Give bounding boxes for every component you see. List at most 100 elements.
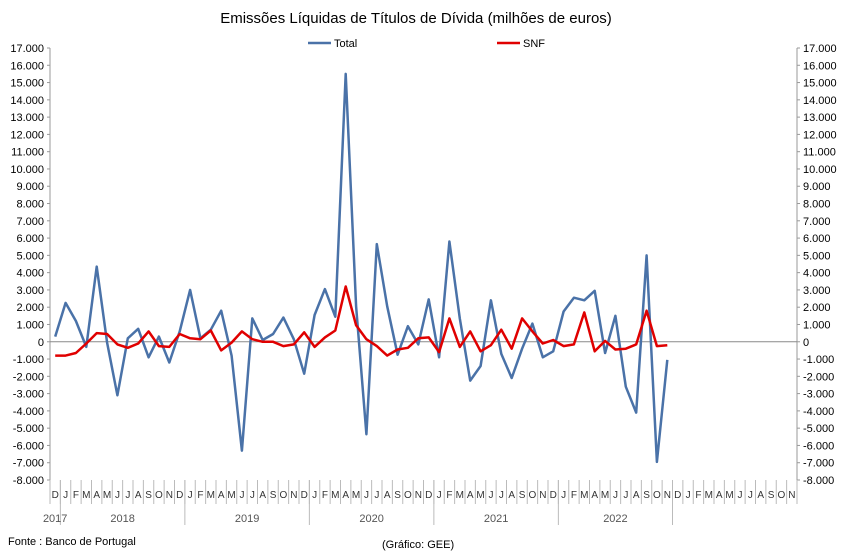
year-label: 2019 [235, 513, 259, 525]
axes: 17.000 17.000 16.000 16.000 15.000 15.000 14.0… [10, 43, 837, 525]
year-label: 2021 [484, 513, 508, 525]
month-label: S [394, 490, 401, 501]
month-label: J [125, 490, 130, 501]
y-tick-label-left: 1.000 [16, 319, 44, 331]
month-label: S [768, 490, 775, 501]
month-label: A [633, 490, 640, 501]
footer-source: Fonte : Banco de Portugal [8, 536, 136, 548]
month-label: J [239, 490, 244, 501]
y-tick-label-left: 7.000 [16, 216, 44, 228]
y-tick-label-right: -6.000 [803, 440, 834, 452]
month-label: M [725, 490, 733, 501]
month-label: A [93, 490, 100, 501]
y-tick-label-left: -6.000 [13, 440, 44, 452]
series-line-total [54, 72, 669, 464]
y-tick-label-left: 4.000 [16, 268, 44, 280]
y-tick-label-right: -4.000 [803, 406, 834, 418]
y-tick-label-right: 7.000 [803, 216, 831, 228]
month-label: F [73, 490, 79, 501]
y-tick-label-right: 13.000 [803, 112, 837, 124]
month-label: J [686, 490, 691, 501]
month-label: A [384, 490, 391, 501]
month-label: O [280, 490, 288, 501]
legend-label-snf: SNF [523, 38, 545, 50]
month-label: A [591, 490, 598, 501]
y-tick-label-right: 14.000 [803, 95, 837, 107]
legend: Total SNF [308, 38, 545, 50]
month-label: M [331, 490, 339, 501]
month-label: S [145, 490, 152, 501]
month-label: J [613, 490, 618, 501]
month-label: M [103, 490, 111, 501]
month-label: S [643, 490, 650, 501]
month-label: J [488, 490, 493, 501]
y-tick-label-left: -2.000 [13, 371, 44, 383]
y-tick-label-right: 16.000 [803, 60, 837, 72]
month-label: M [705, 490, 713, 501]
month-label: D [550, 490, 557, 501]
month-label: A [467, 490, 474, 501]
month-label: A [135, 490, 142, 501]
month-label: S [270, 490, 277, 501]
y-tick-label-right: 17.000 [803, 43, 837, 55]
month-label: J [437, 490, 442, 501]
y-tick-label-left: -4.000 [13, 406, 44, 418]
month-label: A [716, 490, 723, 501]
y-tick-label-right: 0 [803, 337, 809, 349]
year-label: 2017 [43, 513, 67, 525]
month-label: A [508, 490, 515, 501]
y-tick-label-right: 4.000 [803, 268, 831, 280]
month-label: A [218, 490, 225, 501]
y-tick-label-left: 2.000 [16, 302, 44, 314]
footer-credit: (Gráfico: GEE) [382, 539, 455, 551]
month-label: J [737, 490, 742, 501]
month-label: O [653, 490, 661, 501]
series-line-snf [55, 285, 668, 357]
month-label: A [757, 490, 764, 501]
y-tick-label-left: 15.000 [10, 78, 44, 90]
y-tick-label-right: -8.000 [803, 475, 834, 487]
y-tick-label-right: 10.000 [803, 164, 837, 176]
year-label: 2022 [603, 513, 627, 525]
month-label: J [623, 490, 628, 501]
y-tick-label-left: 12.000 [10, 129, 44, 141]
month-label: M [227, 490, 235, 501]
month-label: F [322, 490, 328, 501]
legend-label-total: Total [334, 38, 357, 50]
y-tick-label-left: 10.000 [10, 164, 44, 176]
y-tick-label-left: -7.000 [13, 458, 44, 470]
month-label: J [250, 490, 255, 501]
y-tick-label-right: 12.000 [803, 129, 837, 141]
y-tick-label-left: 5.000 [16, 250, 44, 262]
y-tick-label-left: 6.000 [16, 233, 44, 245]
month-label: D [674, 490, 681, 501]
month-label: D [425, 490, 432, 501]
month-label: M [601, 490, 609, 501]
month-label: F [695, 490, 701, 501]
month-label: A [342, 490, 349, 501]
y-tick-label-left: -8.000 [13, 475, 44, 487]
y-tick-label-right: 2.000 [803, 302, 831, 314]
month-label: F [197, 490, 203, 501]
y-tick-label-right: 3.000 [803, 285, 831, 297]
month-label: M [456, 490, 464, 501]
month-label: O [155, 490, 163, 501]
month-label: J [63, 490, 68, 501]
month-label: J [115, 490, 120, 501]
month-label: D [301, 490, 308, 501]
month-label: M [207, 490, 215, 501]
month-label: J [188, 490, 193, 501]
y-tick-label-right: -1.000 [803, 354, 834, 366]
y-tick-label-left: 0 [38, 337, 44, 349]
year-label: 2020 [359, 513, 383, 525]
month-label: M [82, 490, 90, 501]
month-label: D [176, 490, 183, 501]
month-label: J [499, 490, 504, 501]
month-label: J [374, 490, 379, 501]
y-tick-label-right: 8.000 [803, 199, 831, 211]
month-label: N [664, 490, 671, 501]
month-label: O [778, 490, 786, 501]
y-tick-label-right: 11.000 [803, 147, 836, 159]
month-label: F [571, 490, 577, 501]
y-tick-label-right: -3.000 [803, 389, 834, 401]
